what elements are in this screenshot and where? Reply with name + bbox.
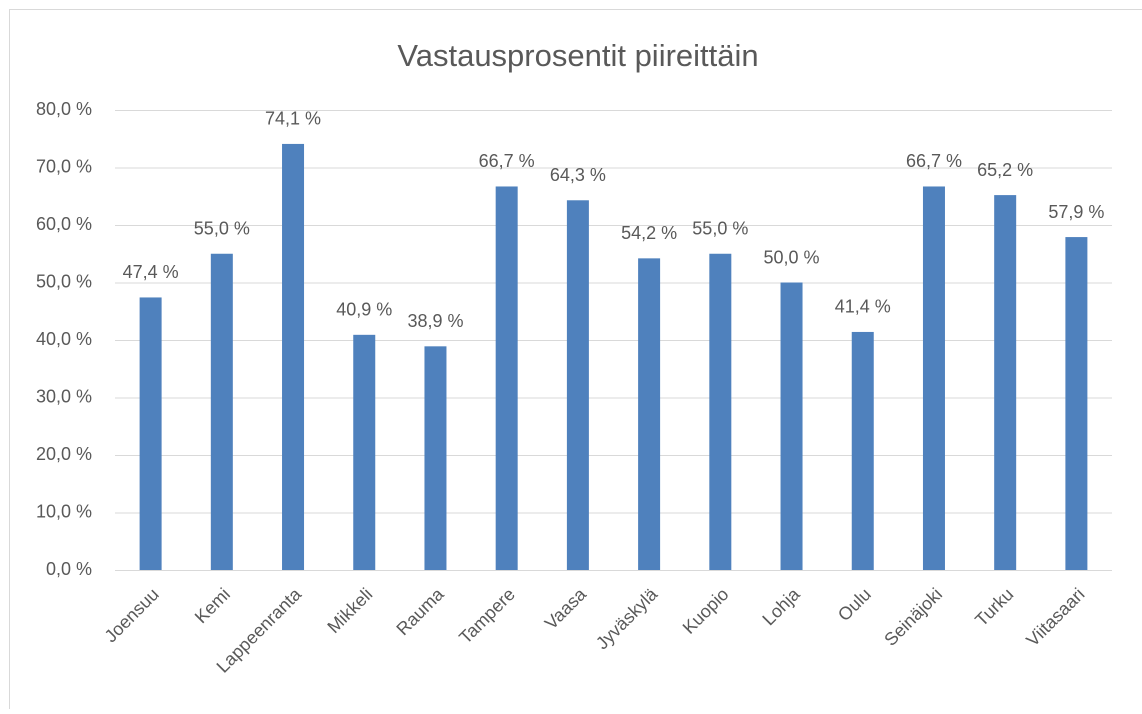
y-tick-label: 0,0 %: [46, 559, 92, 579]
bar: [211, 254, 233, 570]
bar: [852, 332, 874, 570]
bar: [781, 283, 803, 571]
data-label: 38,9 %: [407, 311, 463, 331]
bar: [638, 258, 660, 570]
y-tick-label: 30,0 %: [36, 386, 92, 406]
bar: [140, 297, 162, 570]
data-label: 40,9 %: [336, 300, 392, 320]
y-tick-label: 20,0 %: [36, 444, 92, 464]
chart-title: Vastausprosentit piireittäin: [397, 38, 758, 73]
data-label: 74,1 %: [265, 109, 321, 129]
bar: [424, 346, 446, 570]
y-tick-label: 40,0 %: [36, 329, 92, 349]
bar: [567, 200, 589, 570]
data-label: 55,0 %: [692, 219, 748, 239]
y-tick-label: 60,0 %: [36, 214, 92, 234]
data-label: 66,7 %: [906, 151, 962, 171]
y-tick-label: 10,0 %: [36, 501, 92, 521]
bar: [496, 186, 518, 570]
bar: [923, 186, 945, 570]
y-tick-label: 50,0 %: [36, 271, 92, 291]
data-label: 50,0 %: [764, 247, 820, 267]
data-label: 54,2 %: [621, 223, 677, 243]
data-label: 57,9 %: [1048, 202, 1104, 222]
y-tick-label: 80,0 %: [36, 99, 92, 119]
data-label: 64,3 %: [550, 165, 606, 185]
bar: [1065, 237, 1087, 570]
data-label: 55,0 %: [194, 219, 250, 239]
data-label: 65,2 %: [977, 160, 1033, 180]
bar: [709, 254, 731, 570]
data-label: 47,4 %: [123, 262, 179, 282]
bar: [282, 144, 304, 570]
y-tick-label: 70,0 %: [36, 156, 92, 176]
data-label: 66,7 %: [479, 151, 535, 171]
data-label: 41,4 %: [835, 297, 891, 317]
bar: [353, 335, 375, 570]
bar: [994, 195, 1016, 570]
